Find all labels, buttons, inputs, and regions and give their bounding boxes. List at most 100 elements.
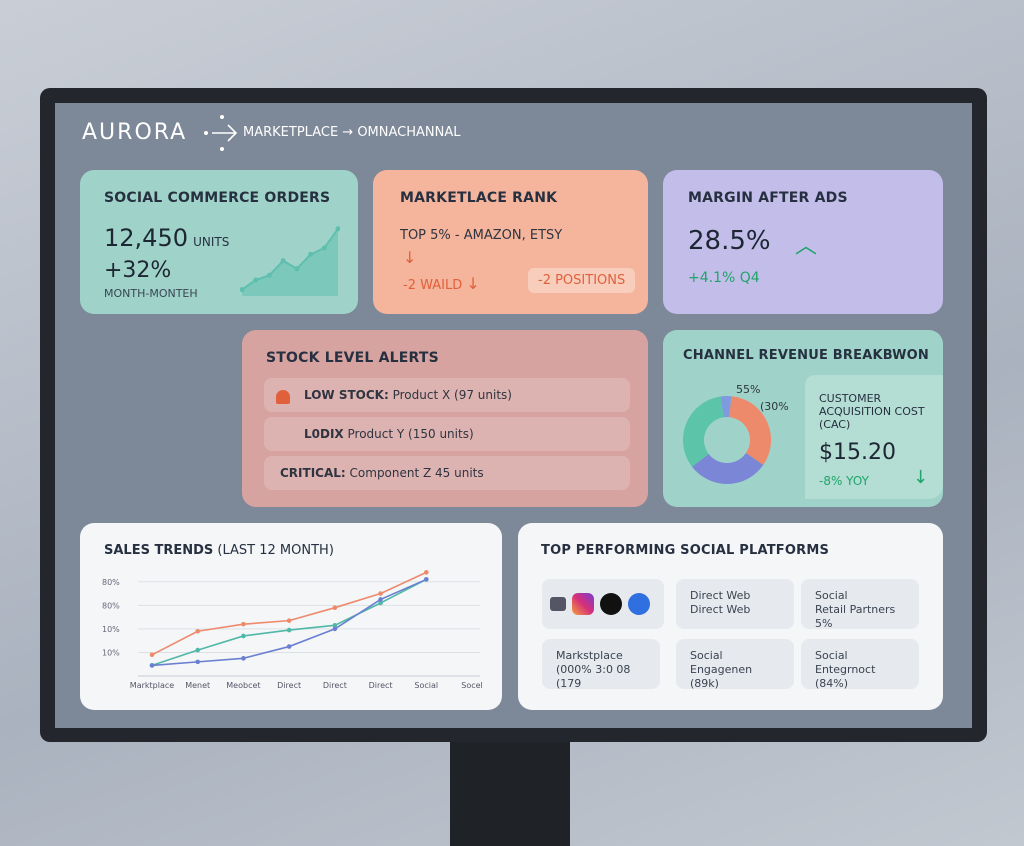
cac-title: CUSTOMER ACQUISITION COST (CAC) [819,392,925,431]
trend-point [332,605,338,610]
sparkline-point [240,287,245,293]
card-title: MARKETLACE RANK [400,190,558,206]
trend-point [286,627,292,633]
trend-point [195,659,201,665]
x-tick-label: Menet [185,681,210,690]
trend-point [423,570,429,575]
tile-line: Retail Partners 5% [815,603,896,630]
down-arrow: ↓ [403,248,417,267]
trend-point [241,656,246,661]
platforms-card: TOP PERFORMING SOCIAL PLATFORMS Direct W… [518,523,943,710]
sparkline-point [253,277,259,283]
trend-point [241,633,246,639]
trend-point [378,591,383,596]
tile-line: Markstplace [556,649,623,662]
orders-card: SOCIAL COMMERCE ORDERS 12,450 UNITS +32%… [80,170,358,314]
trend-point [423,577,429,582]
cac-panel [805,375,943,499]
trend-point [195,647,201,653]
rank-detail: TOP 5% - AMAZON, ETSY [400,228,563,243]
platform-tile: Direct Web Direct Web [676,579,794,629]
card-title: SALES TRENDS (LAST 12 MONTH) [104,543,334,558]
card-title: TOP PERFORMING SOCIAL PLATFORMS [541,543,830,558]
donut-segment [720,396,732,418]
tile-line: Direct Web [690,603,751,616]
x-tick-label: Social [414,681,438,690]
trend-card: SALES TRENDS (LAST 12 MONTH) 10% 10% 80% 80… [80,523,502,710]
alert-row: CRITICAL: Component Z 45 units [264,456,630,490]
card-title: MARGIN AFTER ADS [688,190,848,206]
platform-tile: Social Engagenen (89k) [676,639,794,690]
sparkline-point [266,272,272,278]
trend-point [332,623,338,628]
trend-line [151,571,427,656]
logo-icon [204,115,238,151]
donut-label: 55% [736,383,761,396]
tile-line: Entegrnoct (84%) [815,663,876,690]
trend-point [378,597,383,602]
platform-tile: Markstplace (000% 3:0 08 (179 [542,639,660,690]
donut-segment [683,396,724,467]
instagram-icon [572,593,594,615]
x-tick-label: Meobcet [226,681,260,690]
margin-change: +4.1% Q4 [688,270,760,286]
trend-point [378,600,383,606]
x-tick-label: Direct [323,681,347,690]
sparkline-area [242,228,338,296]
trend-point [241,621,246,627]
alert-row: LOW STOCK: Product X (97 units) [264,378,630,412]
line-chart: 10% 10% 80% 80% Marktplace Menet Meobcet Direct… [102,570,483,690]
trend-point [286,644,292,649]
y-tick-label: 80% [102,601,120,610]
tile-line: Direct Web [690,589,751,602]
cac-change: -8% YOY [819,474,869,488]
value: 12,450 [104,224,188,252]
sparkline-point [321,245,327,251]
x-tick-label: Direct [369,681,393,690]
donut-segment [729,396,771,465]
alert-row: L0DIX Product Y (150 units) [264,417,630,451]
card-title: STOCK LEVEL ALERTS [266,350,439,366]
card-title: SOCIAL COMMERCE ORDERS [104,190,331,206]
breadcrumb: MARKETPLACE → OMNACHANNAL [243,125,461,140]
sparkline-point [335,226,340,232]
rank-change: -2 WAILD ↓ [403,274,480,293]
trend-point [149,652,155,658]
sparkline-point [280,258,286,264]
cac-value: $15.20 [819,440,896,465]
x-tick-label: Socel [461,681,483,690]
platform-tile: Social Retail Partners 5% [801,579,919,630]
margin-value: 28.5% [688,226,771,256]
facebook-icon [628,593,650,615]
title: SALES TRENDS [104,543,214,558]
y-tick-label: 80% [102,578,120,587]
margin-card: MARGIN AFTER ADS 28.5% ︿ +4.1% Q4 [663,170,943,314]
alert-label: L0DIX [304,427,344,441]
down-arrow: ↓ [913,467,929,488]
sparkline [240,226,340,296]
donut-chart [683,396,771,484]
orders-change: +32% [104,258,172,283]
card-title: CHANNEL REVENUE BREAKBWON [683,348,930,363]
alert-icon [276,390,290,404]
unit: UNITS [193,235,230,249]
tiktok-icon [600,593,622,615]
sparkline-point [308,251,314,257]
donut-label: (30% [760,400,789,413]
alert-text: Product Y (150 units) [347,427,474,441]
rank-badge: -2 POSITIONS [528,268,636,293]
rank-card: MARKETLACE RANK TOP 5% - AMAZON, ETSY ↓ … [373,170,648,314]
alert-text: Component Z 45 units [349,466,484,480]
up-arrow: ︿ [795,234,818,259]
store-icon [550,597,566,611]
tile-line: (000% 3:0 08 (179 [556,663,631,690]
x-tick-label: Direct [277,681,301,690]
platform-tile: Social Entegrnoct (84%) [801,639,919,690]
trend-point [332,626,338,632]
change: -2 WAILD [403,278,463,293]
donut-segment [692,453,764,484]
trend-point [149,663,155,668]
alert-text: Product X (97 units) [392,388,512,402]
orders-period: MONTH-MONTEH [104,287,198,300]
